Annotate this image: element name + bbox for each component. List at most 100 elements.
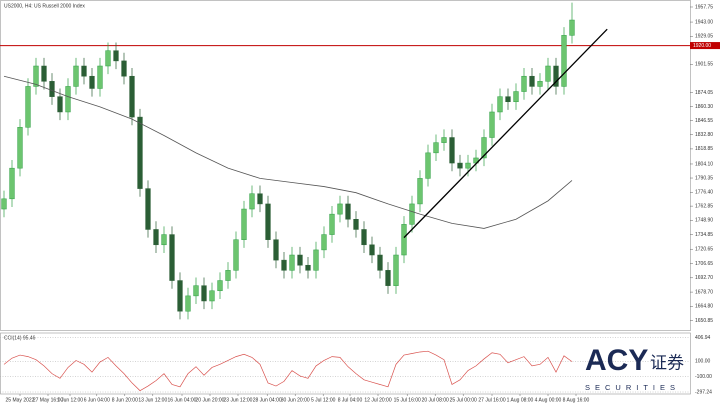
candle-body	[265, 203, 271, 240]
x-tick-label: 28 Jun 04:00	[253, 397, 282, 403]
candle-body	[417, 178, 423, 205]
candle-body	[425, 152, 431, 179]
x-tick-label: 5 Jul 12:00	[311, 397, 336, 403]
y-tick-label: 1804.10	[695, 161, 713, 167]
y-tick-label: 1734.85	[695, 232, 713, 238]
y-tick-label: 1860.30	[695, 104, 713, 110]
candle-body	[281, 259, 287, 271]
candle-body	[537, 81, 543, 87]
candle-body	[65, 86, 71, 113]
candle-body	[97, 65, 103, 89]
candle-body	[209, 290, 215, 302]
y-tick-label: 1832.80	[695, 132, 713, 138]
candle-body	[465, 162, 471, 169]
y-tick-label: 1818.85	[695, 146, 713, 152]
x-tick-label: 6 Jun 04:00	[84, 397, 110, 403]
candle-body	[377, 254, 383, 271]
candle-body	[217, 280, 223, 292]
candle-body	[545, 65, 551, 82]
cci-tick-label: 406.94	[695, 335, 711, 341]
y-tick-label: 1790.35	[695, 175, 713, 181]
level-label: 1920.00	[693, 43, 711, 49]
candle-body	[369, 244, 375, 256]
candle-body	[329, 213, 335, 235]
y-tick-label: 1929.05	[695, 34, 713, 40]
cci-tick-label: -100.00	[695, 374, 712, 380]
candle-body	[481, 137, 487, 159]
candle-body	[89, 75, 95, 89]
candle-body	[121, 60, 127, 77]
candle-body	[137, 116, 143, 189]
logo-main: ACY	[585, 344, 648, 377]
candle-body	[129, 75, 135, 118]
candle-body	[505, 96, 511, 103]
candle-body	[553, 65, 559, 87]
candle-body	[105, 50, 111, 67]
level-tag	[690, 42, 720, 50]
x-tick-label: 16 Jun 04:00	[168, 397, 197, 403]
x-tick-label: 1 Aug 08:00	[507, 397, 534, 403]
candle-body	[521, 75, 527, 92]
x-tick-label: 23 Jun 12:00	[224, 397, 253, 403]
y-tick-label: 1678.70	[695, 289, 713, 295]
candle-body	[185, 295, 191, 312]
candle-body	[297, 254, 303, 266]
y-tick-label: 1706.65	[695, 261, 713, 267]
cci-tick-label: 100.00	[695, 359, 711, 365]
candle-body	[489, 111, 495, 138]
y-tick-label: 1776.40	[695, 190, 713, 196]
y-tick-label: 1720.65	[695, 247, 713, 253]
candle-body	[361, 229, 367, 246]
candle-body	[385, 270, 391, 286]
candle-body	[393, 254, 399, 286]
x-tick-label: 8 Aug 16:00	[563, 397, 590, 403]
candle-body	[169, 234, 175, 281]
candle-body	[1, 198, 7, 210]
candle-body	[497, 96, 503, 113]
x-tick-label: 13 Jun 12:00	[138, 397, 167, 403]
x-tick-label: 25 Jul 00:00	[450, 397, 477, 403]
candle-body	[177, 280, 183, 312]
cci-frame	[0, 332, 691, 395]
cci-label: CCI(14) 95.46	[4, 335, 36, 341]
candle-body	[81, 65, 87, 77]
candle-body	[353, 219, 359, 230]
candle-body	[457, 162, 463, 169]
candle-body	[409, 203, 415, 225]
main-frame	[0, 0, 691, 331]
y-tick-label: 1762.85	[695, 203, 713, 209]
candle-body	[9, 167, 15, 200]
y-tick-label: 1748.90	[695, 218, 713, 224]
candle-body	[441, 137, 447, 143]
candle-body	[233, 239, 239, 271]
y-tick-label: 1664.80	[695, 304, 713, 310]
x-tick-label: 4 Aug 00:00	[535, 397, 562, 403]
y-tick-label: 1957.75	[695, 4, 713, 10]
candle-body	[201, 285, 207, 302]
x-tick-label: 12 Jul 20:00	[364, 397, 391, 403]
candle-body	[289, 254, 295, 271]
candle-body	[249, 193, 255, 210]
candle-body	[569, 19, 575, 36]
y-tick-label: 1650.85	[695, 318, 713, 324]
candle-body	[225, 270, 231, 281]
candle-body	[337, 203, 343, 215]
candle-body	[313, 249, 319, 271]
y-tick-label: 1874.05	[695, 90, 713, 96]
candle-body	[145, 188, 151, 230]
candle-body	[33, 65, 39, 87]
candle-body	[241, 208, 247, 240]
x-tick-label: 27 Jul 16:00	[478, 397, 505, 403]
chart-title: US2000, H4: US Russell 2000 Index	[4, 3, 85, 9]
candle-body	[193, 285, 199, 297]
candle-body	[321, 234, 327, 251]
candle-body	[49, 81, 55, 97]
candle-body	[161, 234, 167, 246]
cci-line	[3, 350, 573, 392]
candle-body	[345, 203, 351, 220]
y-tick-label: 1846.55	[695, 118, 713, 124]
x-tick-label: 20 Jun 20:00	[196, 397, 225, 403]
candle-body	[433, 142, 439, 154]
